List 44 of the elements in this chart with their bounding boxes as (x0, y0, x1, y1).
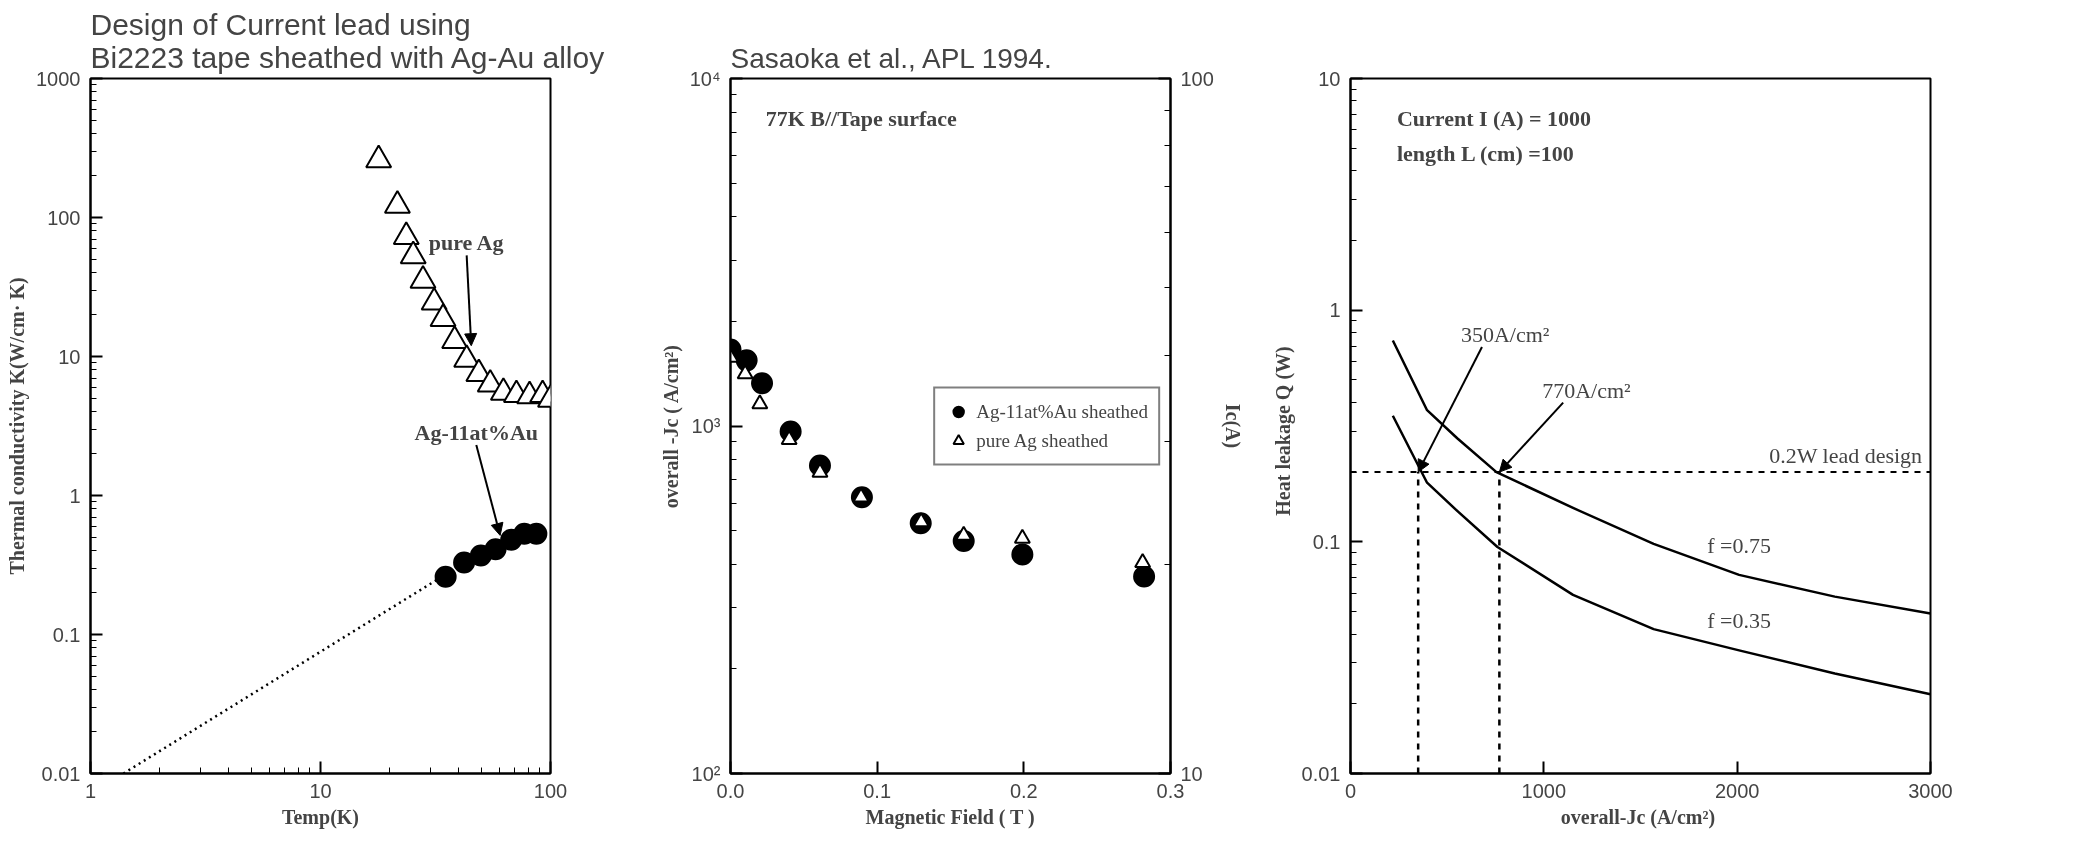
x-axis-title: overall-Jc (A/cm²) (1560, 805, 1716, 829)
y-tick-label: 0.1 (52, 623, 81, 646)
legend-label: pure Ag sheathed (976, 429, 1109, 451)
x-tick-label: 1000 (1521, 779, 1567, 802)
y-tick-label: 100 (47, 206, 81, 229)
y-tick-label: 1 (69, 484, 81, 507)
chart-title: Design of Current lead using Bi2223 tape sheathed with Ag-Au alloy (90, 7, 605, 74)
y-tick-label: 0.1 (1312, 530, 1341, 553)
y2-tick-label: 10 (1180, 762, 1203, 785)
y-axis-title: Thermal conductivity K(W/cm· K) (6, 277, 30, 575)
x-tick-label: 1 (84, 779, 97, 802)
x-tick-label: 0 (1344, 779, 1357, 802)
chart-subtitle: Sasaoka et al., APL 1994. (730, 42, 1052, 74)
y-tick-label: 10³ (691, 415, 721, 437)
y-tick-label: 1000 (36, 67, 81, 90)
x-axis-title: Magnetic Field ( T ) (865, 805, 1035, 829)
series-label: f =0.35 (1707, 608, 1771, 633)
x-tick-label: 3000 (1908, 779, 1953, 802)
series-label: pure Ag (428, 230, 504, 256)
y-tick-label: 0.01 (41, 762, 81, 785)
y-tick-label: 0.01 (1301, 762, 1341, 785)
legend-label: Ag-11at%Au sheathed (976, 400, 1148, 422)
x-tick-label: 100 (533, 779, 568, 802)
y-tick-label: 10⁴ (689, 67, 721, 90)
y-tick-label: 10 (1318, 67, 1341, 90)
text: Ag-11at%Au (414, 420, 539, 446)
y2-axis-title: Ic(A) (1220, 403, 1244, 449)
annotation: Current I (A) = 1000 (1396, 106, 1592, 132)
x-tick-label: 0.1 (863, 779, 892, 802)
y-tick-label: 10 (58, 345, 81, 368)
annotation: 770A/cm² (1542, 377, 1632, 403)
annotation: length L (cm) =100 (1396, 141, 1574, 167)
x-tick-label: 10 (309, 779, 332, 802)
annotation: 77K B//Tape surface (765, 106, 958, 132)
x-axis-title: Temp(K) (281, 805, 360, 829)
series-label: f =0.75 (1707, 532, 1771, 558)
x-tick-label: 0.2 (1009, 779, 1038, 802)
y-axis-title: Heat leakage Q (W) (1271, 346, 1295, 516)
y2-tick-label: 100 (1180, 67, 1214, 90)
x-tick-label: 2000 (1714, 779, 1760, 802)
annotation: 350A/cm² (1460, 321, 1550, 347)
y-axis-title: overall -Jc ( A/cm²) (659, 344, 683, 509)
y-tick-label: 1 (1329, 299, 1341, 322)
ref-line-label: 0.2W lead design (1769, 443, 1923, 469)
